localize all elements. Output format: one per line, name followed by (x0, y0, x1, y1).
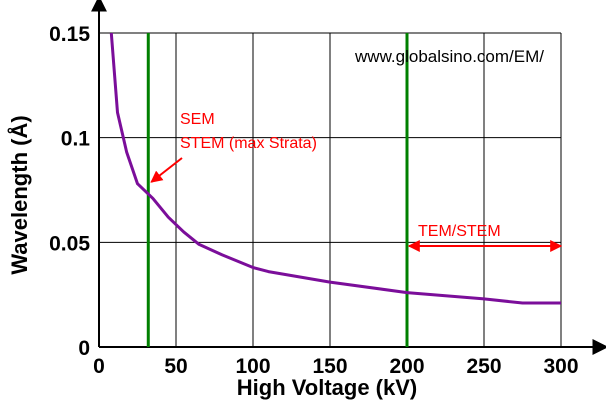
axes (91, 0, 606, 355)
y-tick-labels: 0 0.05 0.1 0.15 (49, 23, 90, 360)
x-tick-labels: 0 50 100 150 200 250 300 (93, 355, 578, 378)
y-tick-label: 0.15 (49, 23, 90, 46)
y-tick-label: 0.05 (49, 232, 90, 255)
x-tick-label: 50 (164, 355, 187, 378)
series-line (109, 32, 561, 305)
y-tick-label: 0.1 (61, 128, 91, 151)
x-tick-label: 200 (389, 355, 424, 378)
annotation-label: SEM (180, 111, 215, 128)
annotations: SEM STEM (max Strata) TEM/STEM (150, 111, 563, 252)
x-axis-title: High Voltage (kV) (237, 375, 418, 400)
annotation-label: TEM/STEM (418, 223, 501, 240)
reference-lines (146, 33, 409, 347)
y-axis-title: Wavelength (Å) (6, 115, 32, 274)
annotation-label: STEM (max Strata) (180, 135, 317, 152)
x-tick-label: 150 (312, 355, 347, 378)
series-group (109, 32, 561, 305)
x-tick-label: 250 (466, 355, 501, 378)
annotation-arrow (150, 157, 183, 183)
watermark-text: www.globalsino.com/EM/ (354, 47, 544, 66)
x-tick-label: 0 (93, 355, 105, 378)
x-tick-label: 100 (235, 355, 270, 378)
grid (99, 32, 562, 347)
x-tick-label: 300 (543, 355, 578, 378)
y-tick-label: 0 (78, 337, 90, 360)
